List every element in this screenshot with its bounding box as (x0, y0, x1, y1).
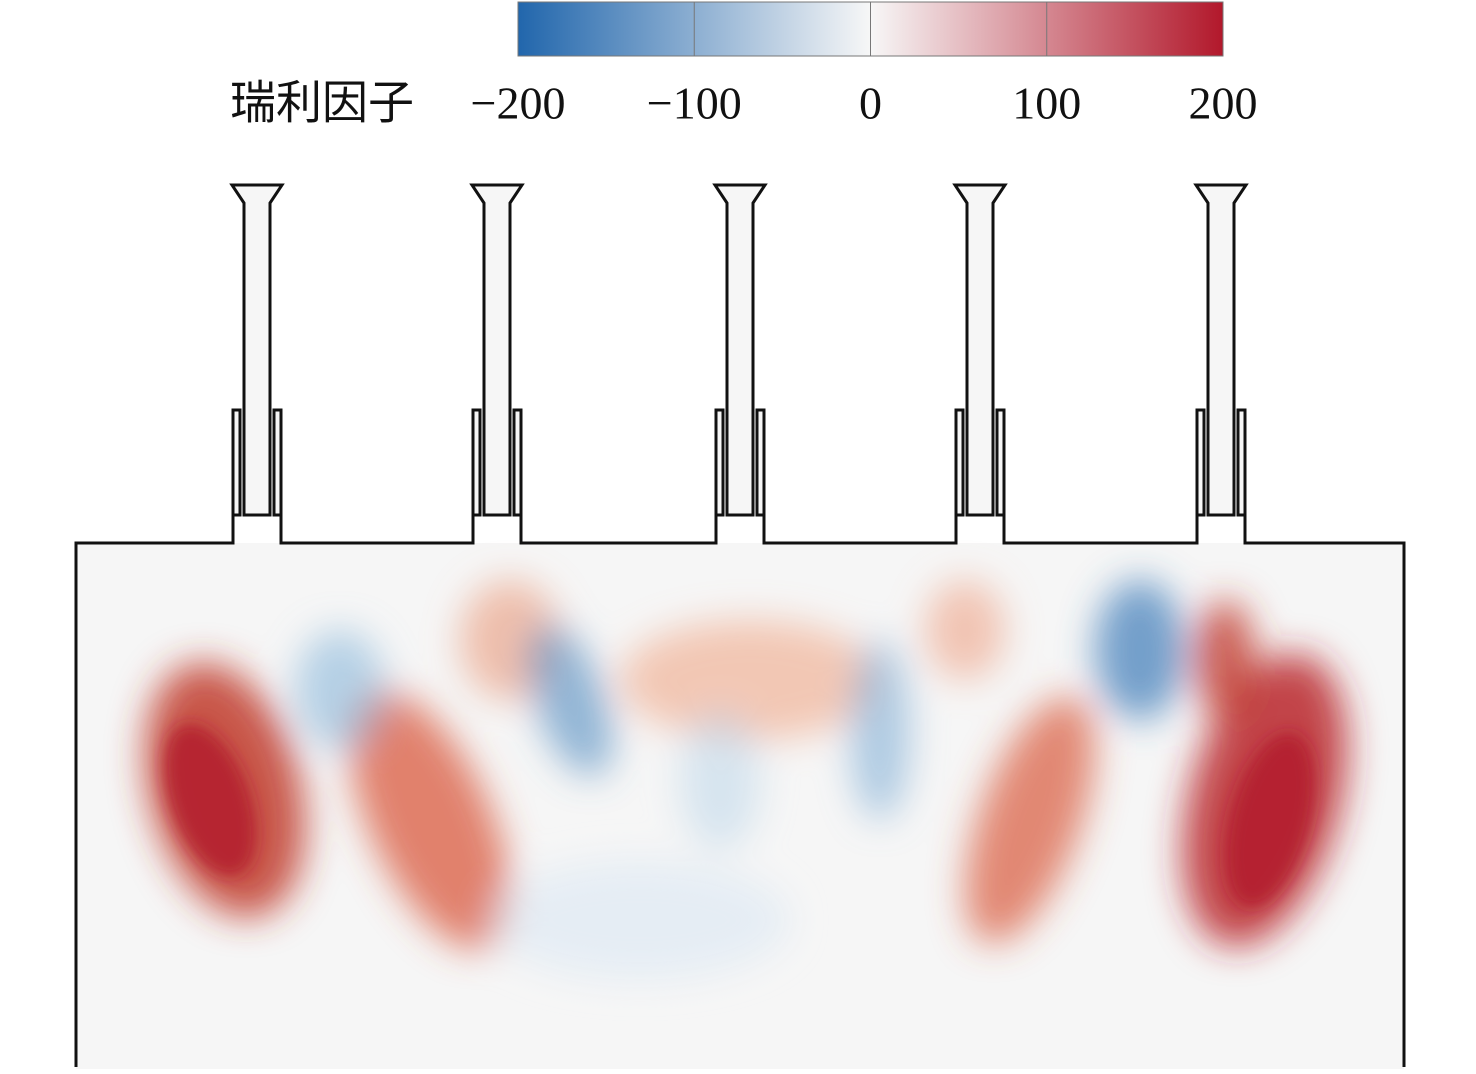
nozzles (229, 183, 1249, 517)
nozzle-tube (1193, 183, 1249, 517)
tick-label: −100 (647, 78, 742, 129)
tick-label: 200 (1189, 78, 1258, 129)
sleeve (995, 408, 1006, 517)
tick-label: 0 (859, 78, 882, 129)
nozzle-tube (229, 183, 285, 517)
tick-label: −200 (471, 78, 566, 129)
field (145, 580, 1348, 980)
sleeve (954, 408, 965, 517)
colorbar-label: 瑞利因子 (230, 78, 414, 129)
sleeve (1195, 408, 1206, 517)
sleeve (471, 408, 482, 517)
nozzle-tube (469, 183, 525, 517)
sleeve (755, 408, 766, 517)
nozzle-tube (952, 183, 1008, 517)
sleeve (1236, 408, 1247, 517)
nozzle-tube (712, 183, 768, 517)
sleeve (231, 408, 242, 517)
sleeve (272, 408, 283, 517)
sleeve (512, 408, 523, 517)
tick-label: 100 (1012, 78, 1081, 129)
chamber-outline (74, 515, 1406, 1067)
sleeve (714, 408, 725, 517)
